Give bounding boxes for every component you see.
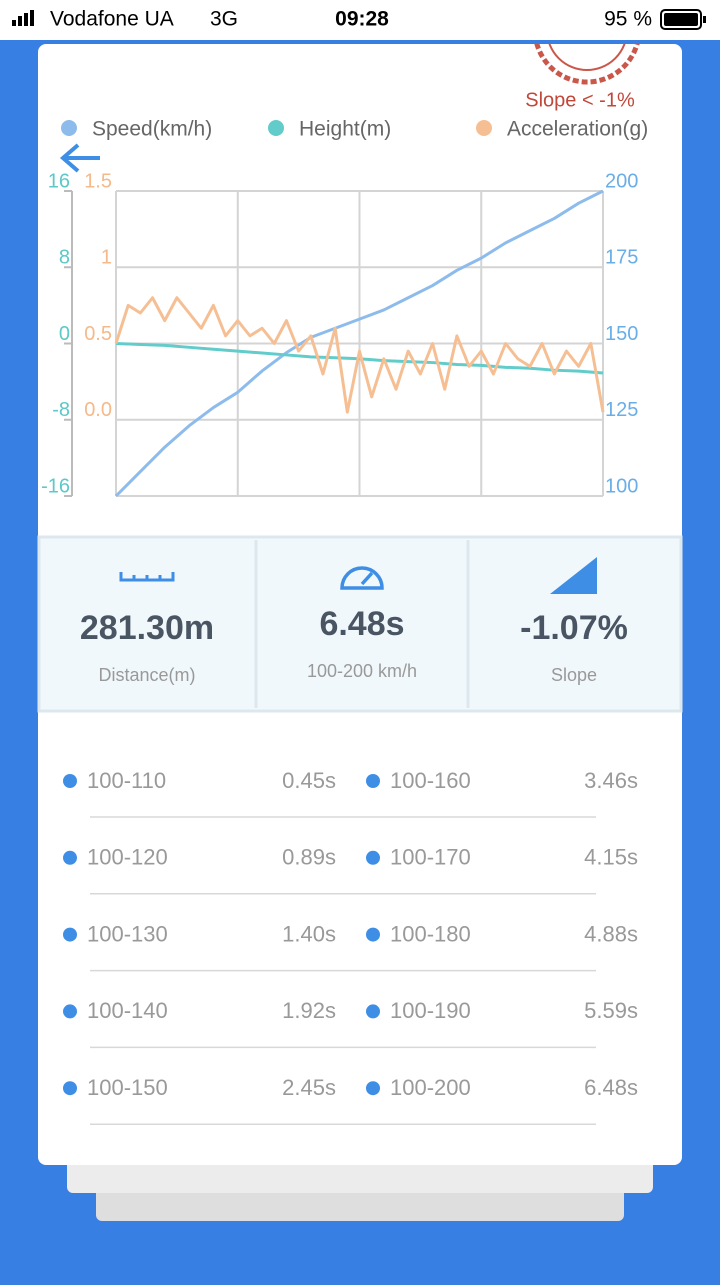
split-time: 2.45s bbox=[282, 1075, 336, 1100]
split-range: 100-150 bbox=[87, 1075, 168, 1100]
carrier: Vodafone UA bbox=[50, 8, 174, 31]
y-tick-label: 16 bbox=[48, 170, 70, 192]
split-time: 0.45s bbox=[282, 768, 336, 793]
split-dot bbox=[63, 1004, 77, 1019]
stamp-text: Slope < -1% bbox=[525, 89, 635, 111]
split-range: 100-160 bbox=[390, 768, 471, 793]
split-dot bbox=[63, 1081, 77, 1096]
y3-tick-label: 1.5 bbox=[84, 170, 112, 192]
back-button[interactable] bbox=[59, 143, 100, 173]
y-tick-label: 8 bbox=[59, 247, 70, 269]
split-time: 1.92s bbox=[282, 998, 336, 1023]
slope-icon bbox=[550, 557, 597, 594]
split-time: 1.40s bbox=[282, 921, 336, 946]
stat-value: 6.48s bbox=[319, 605, 404, 643]
split-range: 100-130 bbox=[87, 921, 168, 946]
y3-tick-label: 1 bbox=[101, 247, 112, 269]
stat-label: 100-200 km/h bbox=[307, 661, 417, 681]
legend-swatch bbox=[476, 120, 492, 136]
series-line bbox=[114, 296, 605, 414]
legend-label: Speed(km/h) bbox=[92, 118, 212, 141]
battery-level: 95 % bbox=[604, 8, 652, 31]
y-tick-label: -16 bbox=[41, 475, 70, 497]
stat-label: Distance(m) bbox=[98, 665, 195, 685]
split-dot bbox=[366, 1004, 380, 1019]
y3-tick-label: 0.0 bbox=[84, 399, 112, 421]
split-range: 100-110 bbox=[87, 768, 166, 793]
y2-tick-label: 100 bbox=[605, 475, 638, 497]
split-dot bbox=[366, 1081, 380, 1096]
split-range: 100-170 bbox=[390, 845, 471, 870]
clock: 09:28 bbox=[335, 8, 389, 31]
split-dot bbox=[366, 927, 380, 942]
legend-label: Acceleration(g) bbox=[507, 118, 648, 141]
stat-label: Slope bbox=[551, 665, 597, 685]
status-bar bbox=[0, 0, 720, 40]
series-line bbox=[114, 189, 604, 498]
split-dot bbox=[63, 774, 77, 788]
split-time: 5.59s bbox=[584, 998, 638, 1023]
y2-tick-label: 150 bbox=[605, 323, 638, 345]
stats-panel bbox=[37, 535, 683, 713]
split-range: 100-200 bbox=[390, 1075, 471, 1100]
y2-tick-label: 175 bbox=[605, 247, 638, 269]
split-time: 4.15s bbox=[584, 845, 638, 870]
split-dot bbox=[63, 850, 77, 865]
legend-label: Height(m) bbox=[299, 118, 391, 141]
battery-icon bbox=[660, 9, 706, 30]
y2-tick-label: 125 bbox=[605, 399, 638, 421]
y2-tick-label: 200 bbox=[605, 170, 638, 192]
split-time: 6.48s bbox=[584, 1075, 638, 1100]
split-range: 100-120 bbox=[87, 845, 168, 870]
split-range: 100-190 bbox=[390, 998, 471, 1023]
stamp-icon bbox=[534, 44, 640, 85]
y-tick-label: 0 bbox=[59, 323, 70, 345]
split-dot bbox=[366, 850, 380, 865]
stat-value: -1.07% bbox=[520, 609, 628, 647]
speedometer-icon bbox=[340, 566, 384, 590]
signal-icon bbox=[12, 10, 34, 26]
legend-swatch bbox=[61, 120, 77, 136]
split-time: 0.89s bbox=[282, 845, 336, 870]
legend-swatch bbox=[268, 120, 284, 136]
split-dot bbox=[63, 927, 77, 942]
y-tick-label: -8 bbox=[52, 399, 70, 421]
split-range: 100-180 bbox=[390, 921, 471, 946]
split-time: 3.46s bbox=[584, 768, 638, 793]
y3-tick-label: 0.5 bbox=[84, 323, 112, 345]
split-time: 4.88s bbox=[584, 921, 638, 946]
distance-icon bbox=[119, 572, 175, 582]
split-dot bbox=[366, 774, 380, 788]
split-range: 100-140 bbox=[87, 998, 168, 1023]
network: 3G bbox=[210, 8, 238, 31]
stat-value: 281.30m bbox=[80, 609, 214, 647]
